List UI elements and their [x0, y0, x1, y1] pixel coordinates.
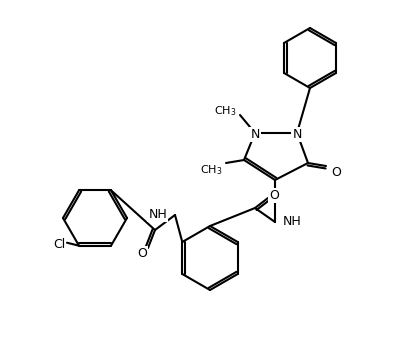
Text: CH$_3$: CH$_3$	[213, 104, 236, 118]
Text: NH: NH	[148, 208, 167, 221]
Text: NH: NH	[283, 215, 302, 228]
Text: O: O	[137, 247, 147, 260]
Text: O: O	[331, 166, 341, 179]
Text: N: N	[250, 128, 260, 141]
Text: CH$_3$: CH$_3$	[200, 163, 222, 177]
Text: O: O	[269, 189, 279, 202]
Text: Cl: Cl	[53, 238, 65, 251]
Text: N: N	[292, 128, 302, 141]
